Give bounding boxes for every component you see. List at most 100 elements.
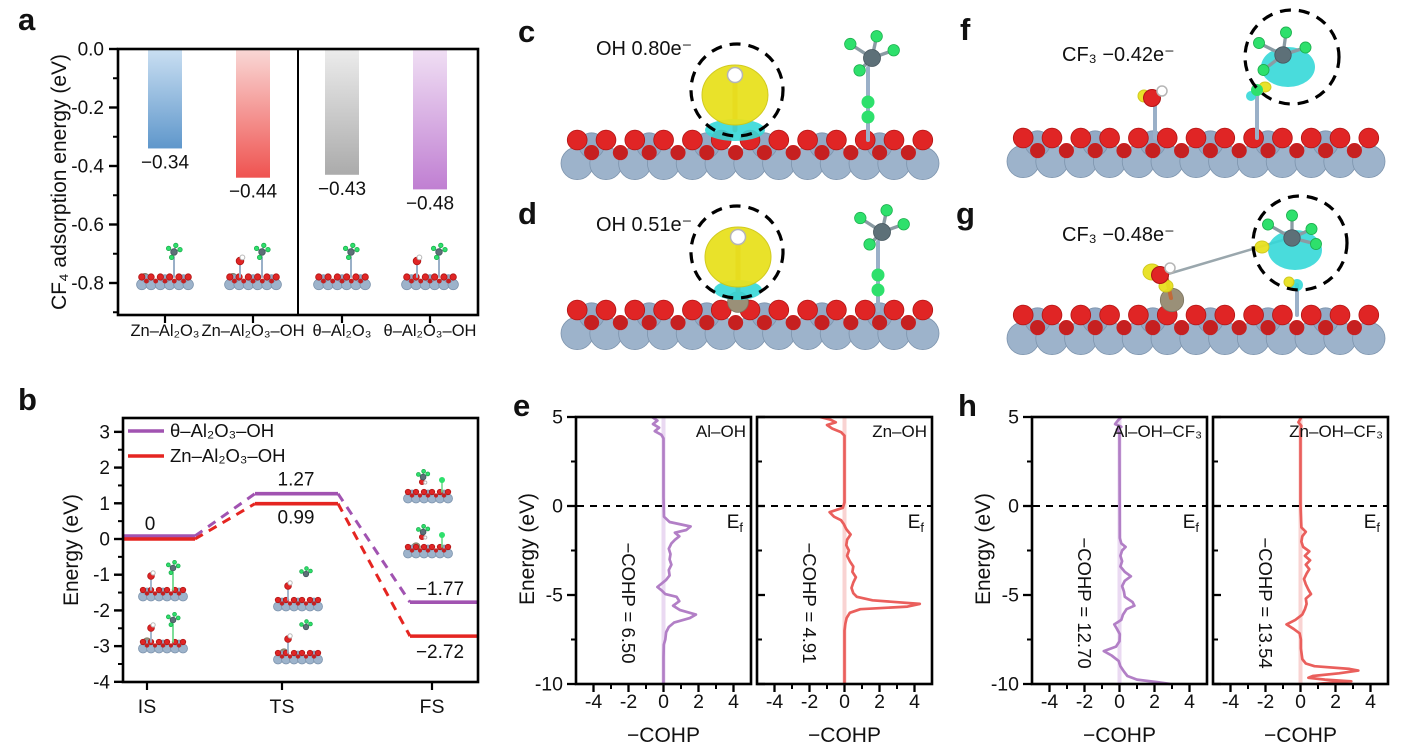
- cohp-curve-e1: [651, 415, 698, 684]
- bar-1: [148, 49, 182, 149]
- x-tick-label: -4: [1222, 691, 1239, 713]
- panel-label-d: d: [518, 196, 537, 231]
- bar-value-label: −0.43: [318, 179, 366, 200]
- legend-label: θ–Al₂O₃–OH: [170, 420, 274, 441]
- y-tick-label: -4: [93, 672, 110, 693]
- energy-pathway-chart: 0 1.27 0.99 −1.77 −2.72 θ–Al₂O₃–OH Zn–Al₂O₃–OH…: [93, 416, 480, 718]
- structure-image-g: [1006, 194, 1386, 355]
- y-tick-label: -0.2: [71, 98, 104, 119]
- x-tick-label: 2: [874, 691, 885, 713]
- fermi-level-label: Ef: [908, 512, 925, 535]
- bar-value-label: −0.48: [406, 193, 454, 214]
- x-tick-label: 2: [693, 691, 704, 713]
- y-tick-label: -0.6: [71, 215, 104, 236]
- bar-category-label: θ–Al₂O₃: [313, 322, 372, 340]
- panel-label-h: h: [958, 388, 977, 423]
- x-tick-label: -2: [1257, 691, 1274, 713]
- x-tick-label: 2: [1149, 691, 1160, 713]
- energy-value-ts-theta: 1.27: [278, 470, 315, 491]
- integrated-cohp-label: −COHP = 12.70: [1074, 537, 1095, 668]
- charge-label-g: CF₃ −0.48e⁻: [1062, 224, 1175, 246]
- bar-category-label: θ–Al₂O₃–OH: [384, 322, 477, 340]
- y-tick-label: 0: [99, 530, 110, 551]
- molecule-inset: [313, 242, 371, 291]
- x-category-label: IS: [138, 696, 156, 718]
- energy-value-fs-zn: −2.72: [416, 642, 464, 663]
- panel-label-b: b: [18, 382, 37, 417]
- x-tick-label: 0: [1114, 691, 1125, 713]
- panel-label-g: g: [956, 196, 975, 231]
- bar-chart-adsorption-energy: −0.34 Zn–Al₂O₃ −0.44 Zn–Al₂O₃–OH −0.43 θ–Al₂O…: [71, 40, 480, 340]
- x-axis-title: −COHP: [1264, 724, 1337, 747]
- x-tick-label: -2: [620, 691, 637, 713]
- bar-4: [413, 49, 447, 190]
- bar-3: [325, 49, 359, 175]
- y-tick-label: -0.8: [71, 274, 104, 295]
- charge-label-f: CF₃ −0.42e⁻: [1062, 44, 1175, 66]
- bond-pair-label: Al–OH: [696, 422, 746, 441]
- panel-label-e: e: [513, 388, 531, 423]
- y-tick-label: 5: [1008, 407, 1019, 429]
- y-tick-label: -0.4: [71, 157, 104, 178]
- y-tick-label: -10: [535, 674, 563, 696]
- bar-category-label: Zn–Al₂O₃–OH: [202, 322, 305, 340]
- dashed-circle: [689, 42, 785, 138]
- x-axis-title: −COHP: [627, 724, 700, 747]
- y-tick-label: -5: [546, 585, 563, 607]
- plot-frame-b: [121, 416, 480, 684]
- dashed-circle: [689, 204, 785, 300]
- bar-value-label: −0.44: [229, 182, 278, 203]
- energy-value-ts-zn: 0.99: [278, 508, 315, 529]
- x-tick-label: -2: [801, 691, 818, 713]
- x-category-label: FS: [420, 696, 445, 718]
- cohp-chart-oh: -4 -2 0 2 4 5 0 -5 -10 Al–OH Ef −COHP = 6.50 −COHP -4…: [535, 407, 934, 747]
- y-tick-label: 3: [99, 422, 110, 443]
- y-tick-label: 0: [1008, 496, 1019, 518]
- bond-pair-label: Al–OH–CF₃: [1113, 422, 1202, 441]
- molecule-inset: [136, 242, 194, 291]
- y-tick-label: -5: [1002, 585, 1019, 607]
- plot-frame-a: [116, 47, 480, 317]
- molecule-inset: [224, 242, 282, 291]
- cohp-curve-h1: [1102, 416, 1171, 686]
- x-tick-label: -2: [1076, 691, 1093, 713]
- molecule-insets: [138, 468, 453, 665]
- y-tick-label: -10: [991, 674, 1019, 696]
- x-tick-label: 0: [658, 691, 669, 713]
- bar-value-label: −0.34: [141, 152, 190, 173]
- y-tick-label: -3: [93, 637, 110, 658]
- bar-2: [236, 49, 270, 178]
- x-tick-label: -4: [1041, 691, 1058, 713]
- energy-value-is: 0: [145, 514, 156, 535]
- integrated-cohp-label: −COHP = 4.91: [799, 542, 820, 663]
- panel-label-a: a: [18, 2, 36, 37]
- charge-label-c: OH 0.80e⁻: [596, 38, 693, 60]
- x-tick-label: 0: [839, 691, 850, 713]
- fermi-level-label: Ef: [1364, 512, 1381, 535]
- x-tick-label: -4: [766, 691, 783, 713]
- x-tick-label: 2: [1330, 691, 1341, 713]
- legend-label: Zn–Al₂O₃–OH: [170, 445, 285, 466]
- panel-label-c: c: [518, 14, 536, 49]
- structure-image-d: [560, 204, 940, 350]
- structure-image-f: [1006, 8, 1386, 178]
- legend: θ–Al₂O₃–OH Zn–Al₂O₃–OH: [128, 420, 285, 466]
- fermi-level-label: Ef: [727, 512, 744, 535]
- y-tick-label: 0.0: [78, 40, 104, 61]
- integrated-cohp-label: −COHP = 13.54: [1255, 537, 1276, 668]
- charge-label-d: OH 0.51e⁻: [596, 214, 693, 236]
- molecule-inset: [401, 242, 459, 291]
- cohp-curve-h2: [1285, 416, 1360, 686]
- x-tick-label: 4: [1184, 691, 1195, 713]
- x-category-label: TS: [270, 696, 295, 718]
- panel-label-f: f: [960, 12, 971, 47]
- fermi-level-label: Ef: [1183, 512, 1200, 535]
- dashed-circle: [1243, 8, 1341, 106]
- x-tick-label: -4: [585, 691, 602, 713]
- dashed-circle: [1251, 194, 1349, 292]
- bond-pair-label: Zn–OH–CF₃: [1289, 422, 1383, 441]
- x-tick-label: 4: [1365, 691, 1376, 713]
- bond-pair-label: Zn–OH: [872, 422, 927, 441]
- y-tick-label: -1: [93, 565, 110, 586]
